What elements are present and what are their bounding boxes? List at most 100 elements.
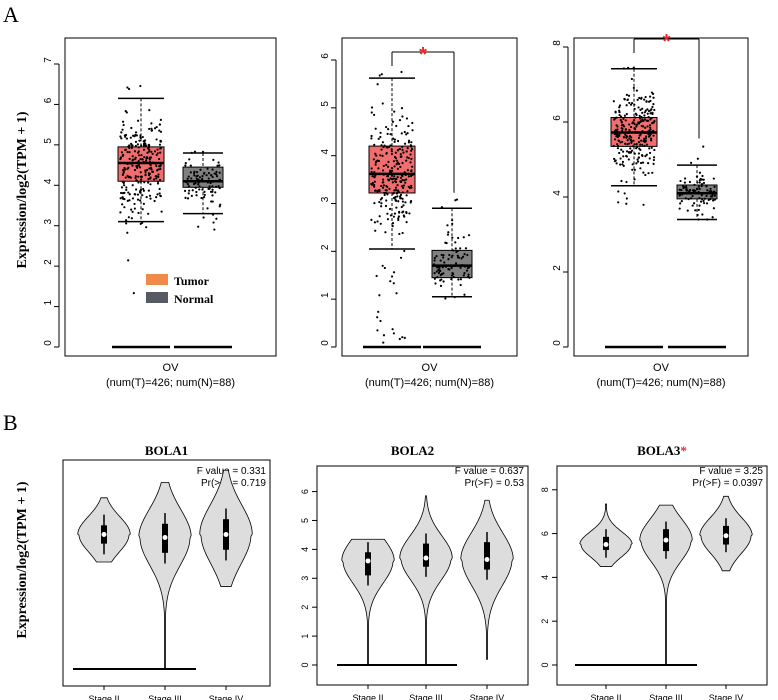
violin-median [423, 555, 429, 561]
y-tick-label: 0 [320, 340, 331, 346]
plot-title: BOLA1 [145, 443, 188, 458]
data-point [138, 199, 142, 202]
data-point [208, 185, 211, 188]
data-point [389, 214, 392, 217]
y-tick-label: 8 [540, 487, 550, 492]
plot-title-star: * [680, 443, 687, 458]
outlier-point [215, 217, 218, 220]
data-point [632, 86, 635, 90]
data-point [195, 190, 198, 194]
data-point [641, 107, 644, 110]
outlier-point [202, 216, 205, 219]
data-point [216, 164, 219, 167]
data-point [387, 178, 390, 181]
y-tick-label: 0 [300, 662, 310, 667]
data-point [156, 148, 159, 151]
data-point [409, 161, 412, 164]
data-point [628, 137, 631, 140]
data-point [187, 185, 190, 188]
data-point [133, 150, 137, 153]
plot-title-text: BOLA3 [637, 443, 681, 458]
data-point [124, 148, 127, 151]
data-point [648, 147, 651, 150]
data-point [679, 202, 682, 205]
plot-title: BOLA2 [391, 443, 434, 458]
plot-frame [64, 37, 277, 357]
data-point [628, 128, 631, 132]
data-point [134, 140, 138, 143]
data-point [156, 180, 160, 183]
outlier-point [212, 221, 215, 224]
data-point [400, 132, 403, 135]
data-point [635, 162, 638, 165]
y-tick-label: 6 [43, 97, 54, 103]
x-tick-label: Stage II [590, 693, 621, 700]
data-point [643, 98, 646, 101]
data-point [615, 135, 618, 138]
data-point [373, 183, 376, 187]
data-point [197, 181, 200, 184]
data-point [437, 271, 441, 275]
box-tumor [610, 66, 658, 206]
violin-1 [341, 538, 395, 666]
data-point [157, 175, 160, 178]
data-point [702, 181, 706, 185]
data-point [648, 129, 651, 132]
data-point [378, 188, 381, 192]
data-point [184, 161, 187, 165]
data-point [460, 257, 463, 260]
data-point [437, 268, 440, 272]
x-tick-label: Stage II [352, 693, 383, 700]
data-point [136, 143, 139, 146]
outlier-point [697, 218, 700, 221]
data-point [128, 176, 131, 179]
data-point [650, 139, 653, 142]
data-point [621, 129, 624, 132]
data-point [652, 129, 655, 132]
data-point [380, 148, 383, 151]
data-point [627, 94, 631, 97]
data-point [191, 189, 194, 192]
data-point [398, 211, 401, 214]
data-point [613, 157, 616, 160]
data-point [643, 139, 646, 142]
data-point [632, 139, 635, 142]
data-point [448, 253, 451, 257]
data-point [208, 187, 211, 190]
data-point [618, 104, 622, 107]
data-point [148, 109, 151, 112]
data-point [693, 202, 696, 205]
data-point [218, 186, 221, 190]
data-point [142, 144, 146, 147]
data-point [618, 109, 621, 112]
data-point [404, 173, 407, 177]
data-point [626, 139, 629, 142]
data-point [206, 181, 209, 184]
data-point [689, 189, 692, 192]
data-point [139, 134, 142, 137]
data-point [446, 224, 449, 227]
f-value: F value = 0.331 [197, 466, 267, 477]
data-point [392, 137, 395, 140]
data-point [410, 186, 413, 189]
data-point [615, 133, 618, 136]
data-point [636, 158, 639, 161]
data-point [637, 106, 640, 109]
data-point [637, 140, 641, 144]
data-point [396, 189, 400, 192]
data-point [136, 119, 140, 122]
data-point [128, 151, 131, 154]
y-tick-label: 4 [300, 547, 310, 552]
y-tick-label: 3 [320, 196, 331, 202]
data-point [642, 171, 645, 174]
data-point [131, 197, 135, 200]
data-point [405, 150, 408, 153]
data-point [214, 191, 217, 194]
violin-shape [399, 495, 453, 666]
data-point [637, 156, 640, 159]
outlier-point [689, 161, 693, 164]
x-tick-label: Stage IV [209, 694, 244, 700]
data-point [383, 191, 386, 195]
data-point [401, 115, 404, 118]
data-point [401, 161, 404, 165]
